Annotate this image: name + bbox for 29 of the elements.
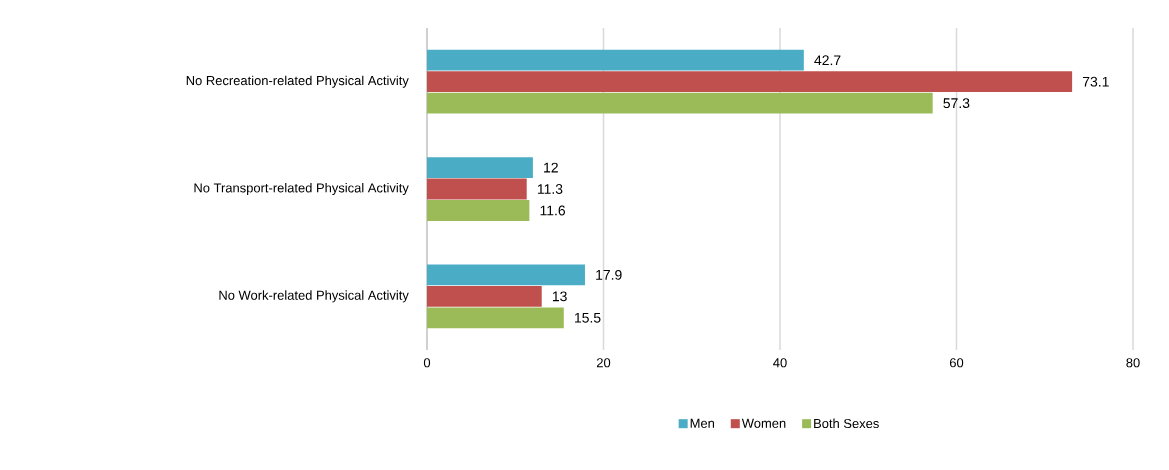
- data-label: 11.3: [537, 184, 563, 194]
- data-label: 12: [544, 162, 558, 173]
- x-tick-label: 40: [773, 358, 787, 368]
- data-label: 17.9: [596, 269, 622, 280]
- data-label: 57.3: [943, 98, 970, 109]
- bar: [427, 92, 933, 114]
- y-tick-label: No Transport-related Physical Activity: [194, 182, 409, 196]
- y-tick-label: No Work-related Physical Activity: [219, 290, 409, 303]
- bar: [427, 307, 564, 329]
- bar: [427, 49, 804, 71]
- x-tick-label: 80: [1126, 358, 1140, 368]
- legend-label: Men: [690, 418, 714, 428]
- bar: [427, 200, 530, 221]
- data-label: 42.7: [814, 55, 841, 66]
- data-label: 11.6: [540, 205, 566, 216]
- legend-label: Women: [741, 418, 786, 428]
- legend-label: Both Sexes: [814, 418, 879, 429]
- data-label: 15.5: [575, 312, 601, 323]
- bar: [427, 264, 585, 286]
- bar: [427, 178, 527, 200]
- bar: [427, 71, 1073, 93]
- y-tick-label: No Recreation-related Physical Activity: [186, 75, 409, 88]
- data-label: 13: [552, 291, 567, 302]
- bar: [427, 285, 542, 307]
- x-tick-label: 60: [949, 358, 964, 368]
- x-tick-label: 20: [596, 358, 611, 368]
- x-tick-label: 0: [423, 358, 431, 368]
- data-label: 73.1: [1082, 76, 1109, 87]
- bar: [427, 157, 533, 178]
